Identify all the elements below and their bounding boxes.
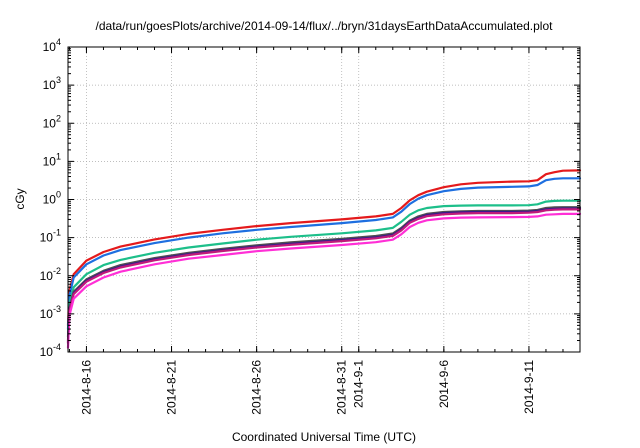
series-layer xyxy=(66,169,582,349)
x-tick-label: 2014-9-6 xyxy=(437,360,451,408)
chart-title: /data/run/goesPlots/archive/2014-09-14/f… xyxy=(96,19,554,33)
y-tick-label: 10-3 xyxy=(40,304,61,321)
y-tick-label: 102 xyxy=(43,113,61,130)
series-line xyxy=(66,169,582,327)
y-tick-label: 103 xyxy=(43,75,61,92)
x-tick-label: 2014-8-16 xyxy=(79,360,93,415)
series-line xyxy=(66,212,582,349)
y-tick-label: 10-2 xyxy=(40,266,61,283)
x-tick-label: 2014-9-1 xyxy=(352,360,366,408)
grid xyxy=(68,46,580,353)
x-tick-label: 2014-8-26 xyxy=(250,360,264,415)
y-tick-label: 104 xyxy=(43,37,61,54)
series-line xyxy=(66,208,582,345)
y-axis-label: cGy xyxy=(13,188,27,209)
y-tick-label: 10-4 xyxy=(40,342,61,359)
y-tick-label: 100 xyxy=(43,190,61,207)
y-axis-ticks: 10-4 10-3 10-2 10-1 100 101 102 103 104 xyxy=(40,37,580,359)
series-line xyxy=(66,199,582,338)
y-tick-label: 101 xyxy=(43,151,61,168)
series-line xyxy=(66,177,582,331)
x-tick-label: 2014-9-11 xyxy=(522,360,536,414)
x-tick-label: 2014-8-31 xyxy=(335,360,349,415)
x-axis-ticks: 2014-8-16 2014-8-21 2014-8-26 2014-8-31 2014… xyxy=(68,47,581,415)
x-axis-label: Coordinated Universal Time (UTC) xyxy=(232,430,416,444)
y-tick-label: 10-1 xyxy=(40,228,61,245)
series-line xyxy=(66,206,582,342)
x-tick-label: 2014-8-21 xyxy=(165,360,179,415)
